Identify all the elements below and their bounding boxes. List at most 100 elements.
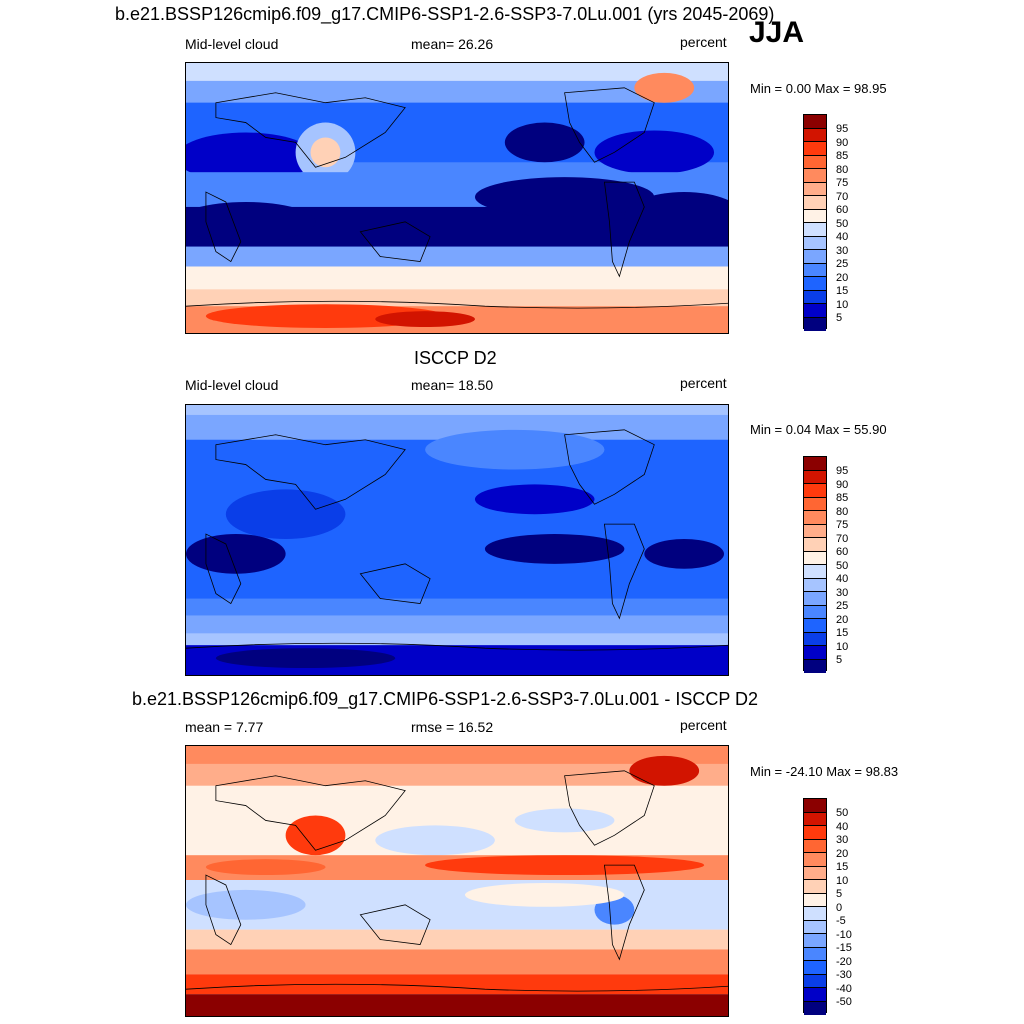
panel3-colorbar-swatch: [804, 880, 826, 894]
panel1-title: b.e21.BSSP126cmip6.f09_g17.CMIP6-SSP1-2.…: [115, 4, 775, 24]
panel2-colorbar-swatch: [804, 457, 826, 471]
panel2-colorbar-label: 75: [836, 519, 849, 531]
panel3-colorbar-label: 10: [836, 875, 849, 887]
panel2-colorbar-swatch: [804, 659, 826, 673]
panel3-colorbar-swatch: [804, 947, 826, 961]
panel2-colorbar-swatch: [804, 484, 826, 498]
panel3-units-label: percent: [680, 717, 727, 733]
panel2-colorbar-label: 80: [836, 506, 849, 518]
panel2-colorbar-swatch: [804, 551, 826, 565]
panel3-colorbar-swatch: [804, 893, 826, 907]
panel3-colorbar-label: -15: [836, 942, 852, 954]
panel3-mean-label: mean = 7.77: [185, 719, 264, 735]
panel1-colorbar-swatch: [804, 155, 826, 169]
panel3-colorbar: [803, 798, 827, 1015]
panel3-colorbar-swatch: [804, 853, 826, 867]
panel1-minmax: Min = 0.00 Max = 98.95: [750, 81, 887, 96]
panel1-colorbar-label: 5: [836, 312, 843, 324]
panel2-colorbar-label: 95: [836, 465, 849, 477]
panel3-colorbar-swatch: [804, 866, 826, 880]
panel2-variable-label: Mid-level cloud: [185, 377, 279, 393]
panel1-colorbar-swatch: [804, 304, 826, 318]
panel2-colorbar-swatch: [804, 565, 826, 579]
panel1-colorbar-label: 90: [836, 137, 849, 149]
panel2-colorbar-label: 90: [836, 479, 849, 491]
panel3-colorbar-swatch: [804, 826, 826, 840]
panel2-colorbar-swatch: [804, 524, 826, 538]
panel2-colorbar-label: 40: [836, 573, 849, 585]
panel3-colorbar-label: 20: [836, 848, 849, 860]
panel2-colorbar-label: 5: [836, 654, 843, 666]
panel2-colorbar-label: 20: [836, 614, 849, 626]
panel1-colorbar-swatch: [804, 290, 826, 304]
panel3-map: [185, 745, 729, 1017]
panel1-colorbar-label: 10: [836, 299, 849, 311]
panel1-colorbar-label: 85: [836, 150, 849, 162]
panel1-colorbar-swatch: [804, 142, 826, 156]
panel3-colorbar-label: 30: [836, 834, 849, 846]
panel1-colorbar-swatch: [804, 182, 826, 196]
panel3-rmse-label: rmse = 16.52: [411, 719, 494, 735]
panel3-map-field: [186, 746, 728, 1016]
panel2-colorbar-swatch: [804, 646, 826, 660]
panel2-colorbar-swatch: [804, 511, 826, 525]
panel1-colorbar-swatch: [804, 223, 826, 237]
panel1-colorbar-swatch: [804, 236, 826, 250]
panel2-colorbar-swatch: [804, 538, 826, 552]
panel1-colorbar-label: 20: [836, 272, 849, 284]
panel2-colorbar-label: 15: [836, 627, 849, 639]
panel1-colorbar-label: 70: [836, 191, 849, 203]
panel3-colorbar-swatch: [804, 1001, 826, 1015]
panel3-colorbar-label: -10: [836, 929, 852, 941]
panel1-colorbar-label: 25: [836, 258, 849, 270]
panel2-colorbar-swatch: [804, 605, 826, 619]
panel2-title: ISCCP D2: [414, 348, 497, 368]
panel3-colorbar-swatch: [804, 988, 826, 1002]
panel1-colorbar-swatch: [804, 209, 826, 223]
panel1-colorbar-swatch: [804, 115, 826, 129]
panel3-colorbar-label: -5: [836, 915, 846, 927]
panel2-units-label: percent: [680, 375, 727, 391]
panel2-colorbar-swatch: [804, 470, 826, 484]
panel1-colorbar-swatch: [804, 263, 826, 277]
panel2-colorbar-swatch: [804, 592, 826, 606]
panel2-minmax: Min = 0.04 Max = 55.90: [750, 422, 887, 437]
panel2-colorbar-label: 25: [836, 600, 849, 612]
panel3-colorbar-label: 50: [836, 807, 849, 819]
panel3-colorbar-swatch: [804, 799, 826, 813]
panel2-colorbar-label: 85: [836, 492, 849, 504]
panel3-colorbar-label: -40: [836, 983, 852, 995]
panel2-colorbar-swatch: [804, 578, 826, 592]
panel3-minmax: Min = -24.10 Max = 98.83: [750, 764, 899, 779]
panel3-title: b.e21.BSSP126cmip6.f09_g17.CMIP6-SSP1-2.…: [132, 689, 759, 709]
panel2-colorbar-label: 50: [836, 560, 849, 572]
panel3-colorbar-label: 15: [836, 861, 849, 873]
panel1-colorbar-swatch: [804, 317, 826, 331]
panel1-colorbar-label: 15: [836, 285, 849, 297]
panel3-colorbar-swatch: [804, 961, 826, 975]
panel2-colorbar-label: 30: [836, 587, 849, 599]
panel3-colorbar-swatch: [804, 907, 826, 921]
panel1-colorbar-label: 80: [836, 164, 849, 176]
panel2-colorbar: [803, 456, 827, 673]
panel3-colorbar-label: -50: [836, 996, 852, 1008]
panel3-colorbar-label: 40: [836, 821, 849, 833]
panel1-colorbar-label: 30: [836, 245, 849, 257]
panel3-colorbar-label: -30: [836, 969, 852, 981]
panel2-mean-label: mean= 18.50: [411, 377, 494, 393]
panel1-map: [185, 62, 729, 334]
panel3-colorbar-swatch: [804, 974, 826, 988]
panel3-colorbar-swatch: [804, 839, 826, 853]
panel2-colorbar-label: 10: [836, 641, 849, 653]
panel1-colorbar-swatch: [804, 277, 826, 291]
panel2-colorbar-swatch: [804, 497, 826, 511]
panel1-colorbar-swatch: [804, 128, 826, 142]
panel2-map-field: [186, 405, 728, 675]
panel1-variable-label: Mid-level cloud: [185, 36, 279, 52]
panel1-colorbar-swatch: [804, 169, 826, 183]
panel1-colorbar-label: 95: [836, 123, 849, 135]
panel1-map-field: [186, 63, 728, 333]
panel3-colorbar-swatch: [804, 812, 826, 826]
panel3-colorbar-swatch: [804, 920, 826, 934]
panel2-colorbar-label: 60: [836, 546, 849, 558]
